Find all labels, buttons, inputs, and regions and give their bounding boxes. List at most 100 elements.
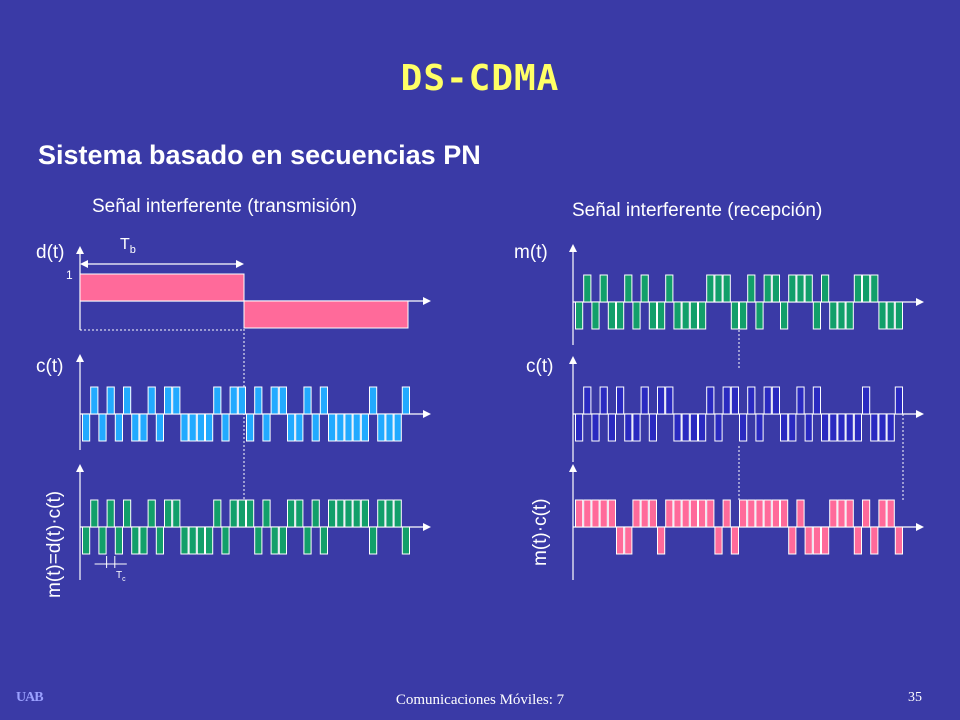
pn-right-chip bbox=[747, 386, 756, 415]
pn-right-chip bbox=[706, 386, 715, 415]
despread-right-chip bbox=[747, 499, 756, 528]
despread-right-chip bbox=[878, 499, 887, 528]
despread-right-chip bbox=[657, 526, 666, 555]
interf-right-y-arrow bbox=[569, 244, 577, 252]
despread-right-chip bbox=[845, 499, 854, 528]
despread-right-chip bbox=[796, 499, 805, 528]
pn-left-chip bbox=[205, 413, 214, 442]
interf-right-chip bbox=[771, 274, 780, 303]
label-tb: Tb bbox=[120, 236, 136, 256]
interf-right-chip bbox=[829, 301, 838, 330]
despread-right-chip bbox=[689, 499, 698, 528]
interf-right-chip bbox=[665, 274, 674, 303]
despread-right-chip bbox=[837, 499, 846, 528]
pn-left-chip bbox=[287, 413, 296, 442]
pn-right-chip bbox=[648, 413, 657, 442]
despread-right-chip bbox=[853, 526, 862, 555]
interf-right-chip bbox=[657, 301, 666, 330]
pn-right-chip bbox=[821, 413, 830, 442]
pn-left-chip bbox=[303, 386, 312, 415]
pn-left-chip bbox=[278, 386, 287, 415]
despread-right-chip bbox=[821, 526, 830, 555]
interf-right-chip bbox=[607, 301, 616, 330]
interf-right-chip bbox=[640, 274, 649, 303]
interf-right-chip bbox=[878, 301, 887, 330]
product-left-chip bbox=[114, 526, 124, 555]
pn-left-chip bbox=[369, 386, 378, 415]
product-left-chip bbox=[106, 499, 115, 528]
interf-right-chip bbox=[706, 274, 715, 303]
interf-right-chip bbox=[870, 274, 879, 303]
pn-left-chip bbox=[123, 386, 132, 415]
despread-right-chip bbox=[894, 526, 903, 555]
pn-right-chip bbox=[698, 413, 707, 442]
pn-left-chip bbox=[336, 413, 345, 442]
pn-right-chip bbox=[763, 386, 772, 415]
despread-right-chip bbox=[780, 499, 789, 528]
product-left-chip bbox=[98, 526, 107, 555]
footer-text: Comunicaciones Móviles: 7 bbox=[395, 692, 565, 708]
despread-right-chip bbox=[698, 499, 707, 528]
interf-right-chip bbox=[698, 301, 707, 330]
pn-left-chip bbox=[295, 413, 304, 442]
despread-right-chip bbox=[591, 499, 600, 528]
pn-right-chip bbox=[607, 413, 616, 442]
despread-right-chip bbox=[804, 526, 813, 555]
product-left-chip bbox=[205, 526, 214, 555]
product-left-chip bbox=[147, 499, 156, 528]
pn-left-chip bbox=[344, 413, 353, 442]
pn-right-chip bbox=[886, 413, 895, 442]
product-left-chip bbox=[336, 499, 345, 528]
pn-left-chip bbox=[221, 413, 230, 442]
pn-left-chip bbox=[319, 386, 328, 415]
despread-right-chip bbox=[648, 499, 657, 528]
label-level-one: 1 bbox=[66, 268, 73, 282]
pn-right-chip bbox=[788, 413, 797, 442]
pn-right-chip bbox=[845, 413, 854, 442]
product-left-chip bbox=[369, 526, 378, 555]
slide-subtitle: Sistema basado en secuencias PN bbox=[38, 140, 481, 170]
product-left-chip bbox=[254, 526, 263, 555]
interf-right-chip bbox=[681, 301, 690, 330]
label-d-of-t: d(t) bbox=[36, 242, 65, 263]
product-left-chip bbox=[344, 499, 353, 528]
interf-right-chip bbox=[837, 301, 846, 330]
pn-left-chip bbox=[106, 386, 115, 415]
pn-left-chip bbox=[196, 413, 206, 442]
pn-left-chip bbox=[311, 413, 320, 442]
pn-left-chip bbox=[246, 413, 255, 442]
despread-right-chip bbox=[575, 499, 584, 528]
pn-left-chip bbox=[270, 386, 279, 415]
pn-right-chip bbox=[673, 413, 682, 442]
despread-right-chip bbox=[706, 499, 715, 528]
interf-right-chip bbox=[853, 274, 862, 303]
interf-right-chip bbox=[632, 301, 641, 330]
interf-right-chip bbox=[739, 301, 748, 330]
slide-title: DS-CDMA bbox=[400, 58, 560, 99]
product-left-chip bbox=[360, 499, 369, 528]
interf-right-chip bbox=[575, 301, 584, 330]
tb-main: T bbox=[120, 236, 130, 253]
interf-right-chip bbox=[624, 274, 633, 303]
pn-right-chip bbox=[722, 386, 731, 415]
pn-right-chip bbox=[771, 386, 780, 415]
interf-right-chip bbox=[648, 301, 657, 330]
tb-sub: b bbox=[129, 244, 136, 257]
despread-right-chip bbox=[616, 526, 625, 555]
pn-right-chip bbox=[591, 413, 600, 442]
pn-right-chip bbox=[870, 413, 879, 442]
pn-left-y-arrow bbox=[76, 354, 84, 362]
interf-right-chip bbox=[730, 301, 739, 330]
despread-right-chip bbox=[632, 499, 641, 528]
pn-left-chip bbox=[237, 386, 247, 415]
product-left-x-arrow bbox=[423, 523, 431, 531]
despread-right-chip bbox=[722, 499, 731, 528]
product-left-chip bbox=[278, 526, 287, 555]
label-c-of-t-left: c(t) bbox=[36, 356, 64, 377]
pn-left-chip bbox=[188, 413, 197, 442]
interf-right-chip bbox=[763, 274, 772, 303]
pn-right-chip bbox=[894, 386, 903, 415]
pn-left-chip bbox=[131, 413, 140, 442]
label-m-of-t: m(t) bbox=[514, 242, 548, 263]
